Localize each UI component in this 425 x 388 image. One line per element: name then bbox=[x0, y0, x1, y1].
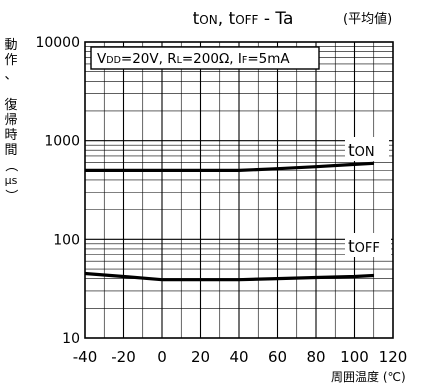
y-tick-label: 100 bbox=[53, 232, 80, 248]
x-tick-label: -40 bbox=[73, 348, 98, 366]
x-tick-label: 20 bbox=[191, 348, 210, 366]
y-axis-label: 動作、 復帰時間（μs） bbox=[3, 38, 19, 203]
y-tick-labels: 10 100 1000 10000 bbox=[35, 35, 80, 347]
y-axis-label-char: 作 bbox=[4, 53, 18, 68]
condition-box bbox=[90, 46, 320, 70]
x-tick-label: 60 bbox=[268, 348, 287, 366]
x-tick-label: 100 bbox=[340, 348, 369, 366]
y-axis-label-char: 動 bbox=[4, 38, 18, 53]
series-label-ton: tON bbox=[348, 141, 375, 161]
x-tick-label: 80 bbox=[306, 348, 325, 366]
y-tick-label: 10000 bbox=[35, 35, 80, 51]
y-axis-label-char bbox=[9, 83, 13, 98]
series-line-toff bbox=[84, 271, 374, 282]
y-axis-label-char: 時 bbox=[4, 128, 18, 143]
y-axis-label-char: μs bbox=[4, 174, 18, 187]
chart-title: tON, tOFF - Ta bbox=[193, 9, 294, 29]
series-label-toff: tOFF bbox=[348, 237, 380, 257]
x-tick-label: 40 bbox=[229, 348, 248, 366]
toff-label-bg bbox=[345, 233, 391, 257]
x-tick-label: 120 bbox=[379, 348, 408, 366]
plot-frame bbox=[84, 41, 394, 339]
ton-label-bg bbox=[345, 137, 389, 161]
grid bbox=[85, 42, 393, 338]
y-axis-label-char: （ bbox=[3, 158, 19, 173]
y-axis-label-char: 間 bbox=[4, 143, 18, 158]
x-tick-label: -20 bbox=[111, 348, 136, 366]
series-lines bbox=[84, 161, 374, 282]
y-axis-label-char: ） bbox=[3, 188, 19, 203]
y-tick-label: 10 bbox=[62, 331, 80, 347]
series-line-ton bbox=[85, 161, 374, 172]
x-tick-label: 0 bbox=[157, 348, 167, 366]
y-axis-label-char: 帰 bbox=[4, 113, 18, 128]
x-tick-labels: -40 -20 0 20 40 60 80 100 120 bbox=[73, 348, 408, 366]
y-axis-label-char: 、 bbox=[4, 68, 18, 83]
y-tick-label: 1000 bbox=[44, 134, 80, 150]
x-axis-label: 周囲温度 (℃) bbox=[331, 370, 406, 384]
test-condition: VDD=20V, RL=200Ω, IF=5mA bbox=[97, 51, 290, 67]
y-axis-label-char: 復 bbox=[4, 98, 18, 113]
chart-subtitle: (平均値) bbox=[343, 12, 393, 27]
